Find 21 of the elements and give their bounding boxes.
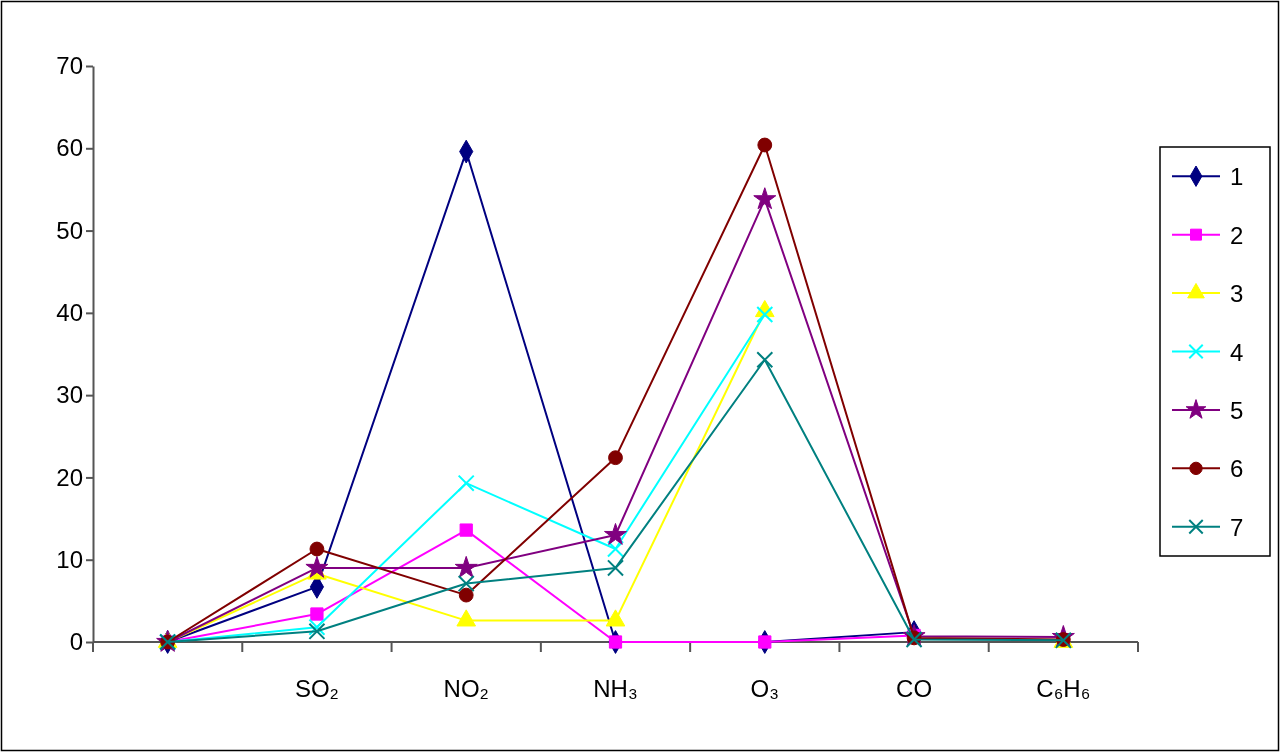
legend-label: 5 bbox=[1230, 396, 1244, 424]
x-tick-label: NO₂ bbox=[443, 675, 489, 702]
y-tick-label: 40 bbox=[56, 299, 83, 327]
x-tick-label: CO bbox=[896, 675, 933, 702]
x-tick-label: SO₂ bbox=[294, 675, 339, 702]
legend-label: 2 bbox=[1230, 221, 1244, 249]
x-tick-label: NH₃ bbox=[593, 675, 638, 702]
y-tick-label: 70 bbox=[56, 52, 83, 80]
y-tick-label: 20 bbox=[56, 463, 83, 491]
legend-label: 7 bbox=[1230, 513, 1244, 541]
x-tick-label: O₃ bbox=[750, 675, 780, 702]
legend-label: 6 bbox=[1230, 455, 1244, 483]
x-tick-label: C₆H₆ bbox=[1036, 675, 1091, 702]
legend-label: 4 bbox=[1230, 338, 1244, 366]
legend-label: 3 bbox=[1230, 280, 1244, 308]
y-tick-label: 30 bbox=[56, 381, 83, 409]
y-tick-label: 50 bbox=[56, 216, 83, 244]
y-tick-label: 10 bbox=[56, 545, 83, 573]
y-tick-label: 60 bbox=[56, 134, 83, 162]
legend-label: 1 bbox=[1230, 163, 1244, 191]
y-tick-label: 0 bbox=[69, 628, 83, 656]
